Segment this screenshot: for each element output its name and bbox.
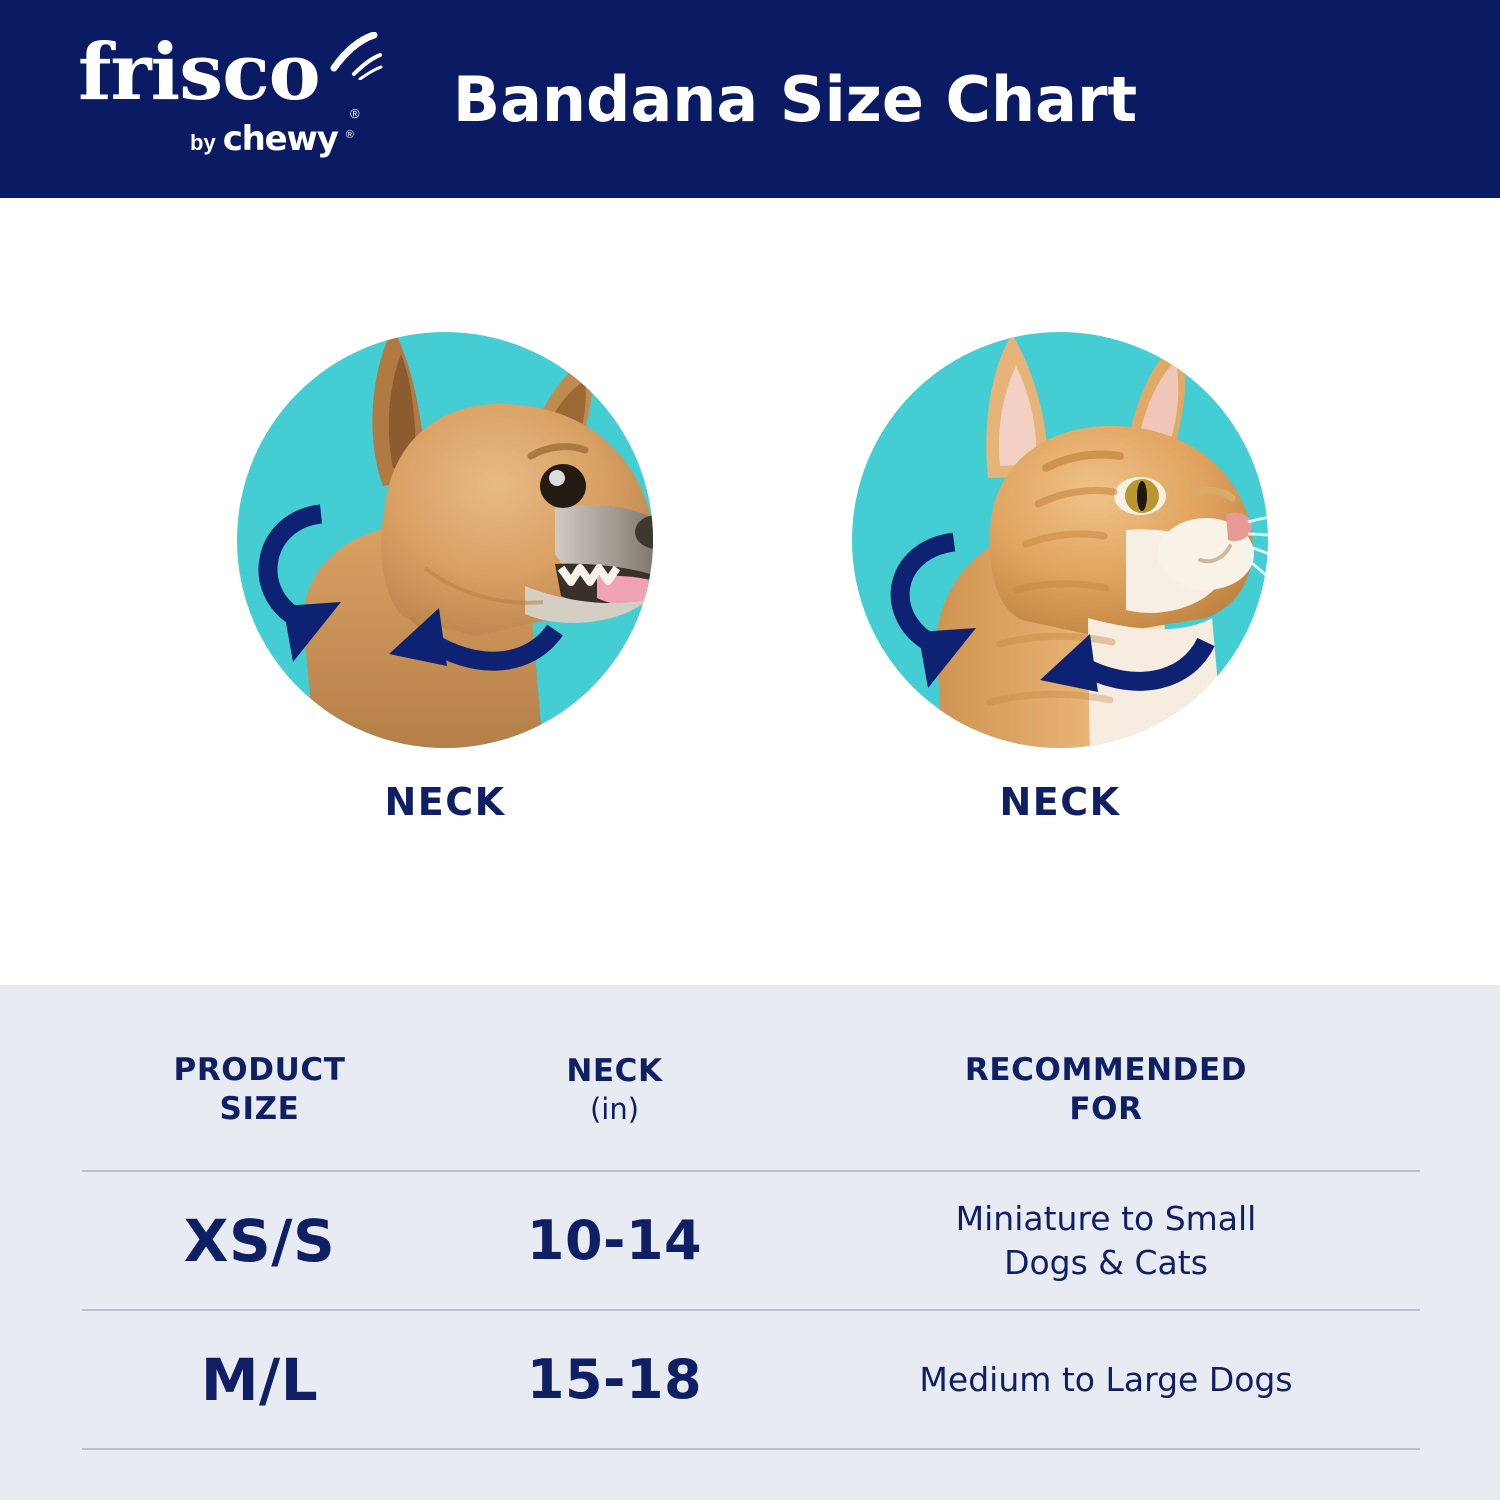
cat-head-icon [840,318,1280,768]
size-table: PRODUCT SIZE NECK (in) RECOMMENDED FOR X… [82,985,1420,1450]
cell-neck-range: 15-18 [526,1348,703,1411]
page-title: Bandana Size Chart [452,62,1138,136]
arrow-head-right-icon [1040,634,1098,692]
logo-by-text: by [190,130,216,155]
table-row: XS/S 10-14 Miniature to Small Dogs & Cat… [82,1171,1420,1310]
column-header-neck-line1: NECK [566,1053,663,1089]
dog-illustration-panel: NECK [195,318,695,878]
arrow-head-right-icon [389,608,447,666]
arrow-head-left-icon [918,628,976,688]
column-header-product-size-line2: SIZE [219,1090,300,1127]
column-header-recommended-for-line2: FOR [1069,1090,1143,1127]
column-header-neck-unit: (in) [589,1091,640,1126]
logo-by-chewy: by chewy ® [190,119,354,159]
column-header-recommended-for: RECOMMENDED FOR [792,985,1420,1171]
logo-parent-registered-mark: ® [345,129,354,141]
cell-product-size: M/L [200,1345,319,1414]
column-header-product-size: PRODUCT SIZE [82,985,437,1171]
logo-parent-text: chewy [222,119,339,159]
cat-illustration-panel: NECK [810,318,1310,878]
illustration-section: NECK [0,198,1500,985]
cell-neck-range: 10-14 [526,1209,703,1272]
column-header-neck: NECK (in) [437,985,792,1171]
size-table-header: PRODUCT SIZE NECK (in) RECOMMENDED FOR [82,985,1420,1171]
column-header-product-size-line1: PRODUCT [173,1051,346,1088]
cell-product-size: XS/S [183,1206,336,1275]
size-table-body: XS/S 10-14 Miniature to Small Dogs & Cat… [82,1171,1420,1449]
frisco-logo: frisco ® by chewy ® [78,27,383,166]
logo-brand-text: frisco [78,27,321,118]
neck-measure-arrow-icon [890,532,1215,691]
logo-swoosh-icon [324,31,384,85]
table-row: M/L 15-18 Medium to Large Dogs [82,1310,1420,1449]
logo-registered-mark: ® [350,106,360,121]
column-header-recommended-for-line1: RECOMMENDED [964,1051,1248,1088]
cell-recommended-for-line1: Miniature to Small [955,1198,1257,1238]
table-header-row: PRODUCT SIZE NECK (in) RECOMMENDED FOR [82,985,1420,1171]
cell-recommended-for: Medium to Large Dogs [919,1359,1293,1399]
cat-neck-label: NECK [999,780,1121,824]
cell-recommended-for-line2: Dogs & Cats [1004,1242,1208,1282]
dog-neck-label: NECK [384,780,506,824]
cell-recommended-for: Miniature to Small Dogs & Cats [792,1171,1420,1310]
arrow-head-left-icon [283,602,341,662]
dog-head-icon [225,318,665,768]
size-table-section: PRODUCT SIZE NECK (in) RECOMMENDED FOR X… [0,985,1500,1500]
page-header: frisco ® by chewy ® Bandana Size Chart [0,0,1500,198]
